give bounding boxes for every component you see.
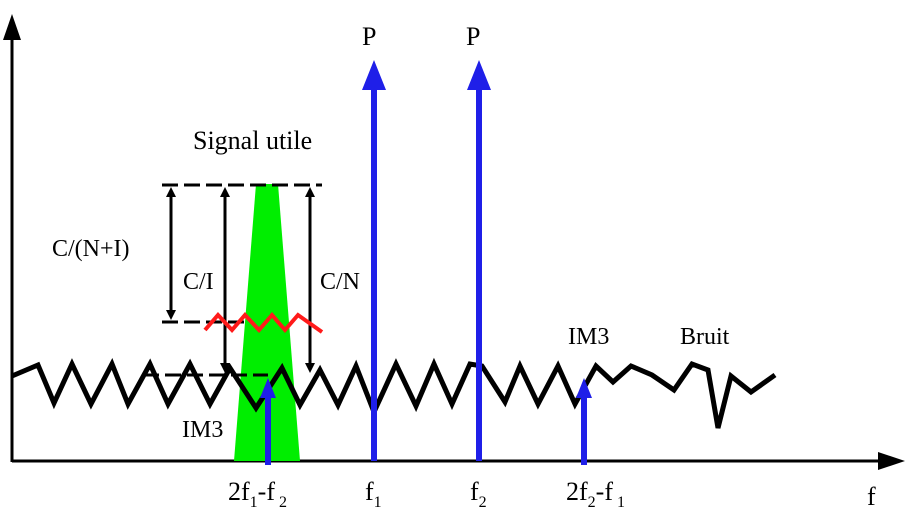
x-axis-arrowhead [878,452,905,470]
y-axis-arrowhead [3,14,21,40]
intermod-products [260,378,592,465]
label-c-over-i: C/I [183,269,214,295]
tick-2f1-minus-f2: 2f1-f 2 [228,477,287,511]
label-c-over-n: C/N [320,269,360,295]
im3-left-arrowhead [260,378,276,398]
ratio-arrows [166,187,315,373]
tick-f1: f1 [365,477,382,511]
tick-2f2-minus-f1: 2f2-f 1 [566,477,625,511]
im3-right-arrowhead [576,378,592,398]
carrier-f1-arrowhead [362,60,386,90]
carrier-f2-arrowhead [467,60,491,90]
label-signal-utile: Signal utile [193,126,312,155]
label-im3-left: IM3 [182,417,223,443]
label-f-axis: f [867,482,876,511]
reference-lines [143,183,322,377]
label-p1: P [362,22,376,51]
label-c-over-n-plus-i: C/(N+I) [52,236,130,262]
tick-f2: f2 [470,477,487,511]
interference-trace [203,311,324,334]
axes [3,14,905,470]
label-im3-right: IM3 [568,324,609,350]
label-p2: P [466,22,480,51]
label-bruit: Bruit [680,324,730,350]
carriers [362,60,491,461]
noise-trace [11,357,777,429]
